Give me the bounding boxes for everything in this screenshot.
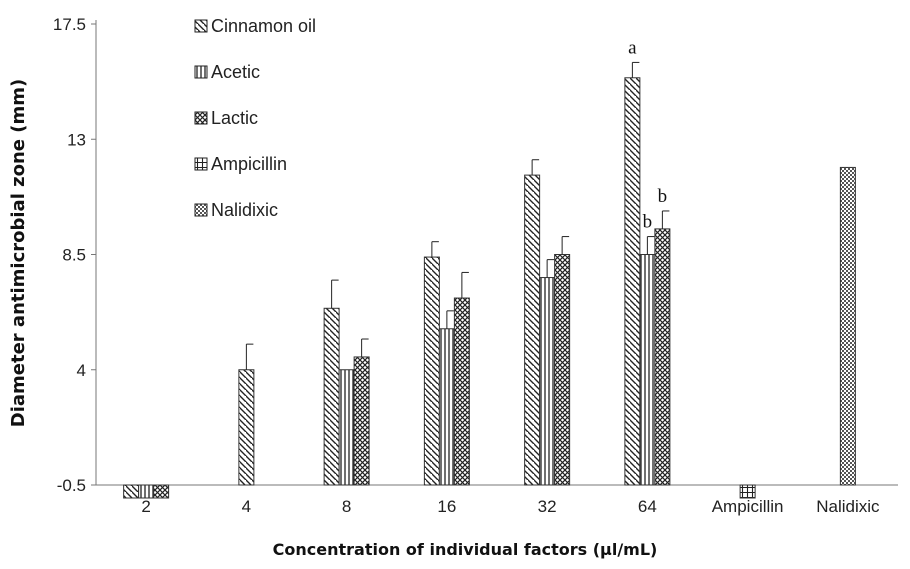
bar (524, 174, 541, 486)
bar (639, 254, 656, 486)
significance-label: b (643, 212, 653, 233)
bar (453, 297, 470, 486)
x-tick-label: 16 (437, 497, 456, 516)
x-tick-label: 8 (342, 497, 351, 516)
legend-label: Cinnamon oil (211, 16, 316, 36)
bar (138, 484, 155, 499)
x-axis: 2 4 8 16 32 64 Ampicillin Nalidixic (96, 484, 898, 516)
legend-swatch (194, 19, 208, 33)
bars: a bb (123, 37, 856, 499)
y-axis-label: Diameter antimicrobial zone (mm) (8, 79, 29, 428)
y-tick-label: -0.5 (57, 476, 86, 495)
legend-swatch (194, 111, 208, 125)
legend-swatch (194, 203, 208, 217)
bar (123, 484, 140, 499)
legend-label: Lactic (211, 108, 258, 128)
x-axis-label: Concentration of individual factors (µl/… (273, 540, 658, 559)
y-tick-label: 17.5 (53, 15, 86, 34)
bar (353, 356, 370, 486)
x-tick-label: 32 (538, 497, 557, 516)
legend-label: Acetic (211, 62, 260, 82)
y-tick-label: 4 (77, 361, 86, 380)
x-tick-label: 64 (638, 497, 657, 516)
y-tick-label: 13 (67, 130, 86, 149)
bar (839, 166, 856, 486)
y-axis: -0.5 4 8.5 13 17.5 (53, 15, 97, 495)
x-tick-label: 4 (242, 497, 251, 516)
legend: Cinnamon oil Acetic Lactic Ampicillin Nalidi… (194, 16, 316, 220)
bar (238, 369, 255, 486)
legend-label: Ampicillin (211, 154, 287, 174)
bar (554, 254, 571, 486)
x-tick-label: Nalidixic (816, 497, 880, 516)
x-tick-label: 2 (141, 497, 150, 516)
bar (338, 369, 355, 486)
legend-label: Nalidixic (211, 200, 278, 220)
x-tick-label: Ampicillin (712, 497, 784, 516)
significance-label: a (628, 37, 637, 58)
legend-swatch (194, 157, 208, 171)
bar (153, 484, 170, 499)
bar (438, 328, 455, 486)
bar (739, 484, 756, 499)
legend-swatch (194, 65, 208, 79)
significance-label: b (658, 186, 668, 207)
bar (323, 307, 340, 486)
bar (423, 256, 440, 486)
bar (624, 77, 641, 486)
bar (539, 277, 556, 486)
bar (654, 228, 671, 486)
y-tick-label: 8.5 (62, 246, 86, 265)
